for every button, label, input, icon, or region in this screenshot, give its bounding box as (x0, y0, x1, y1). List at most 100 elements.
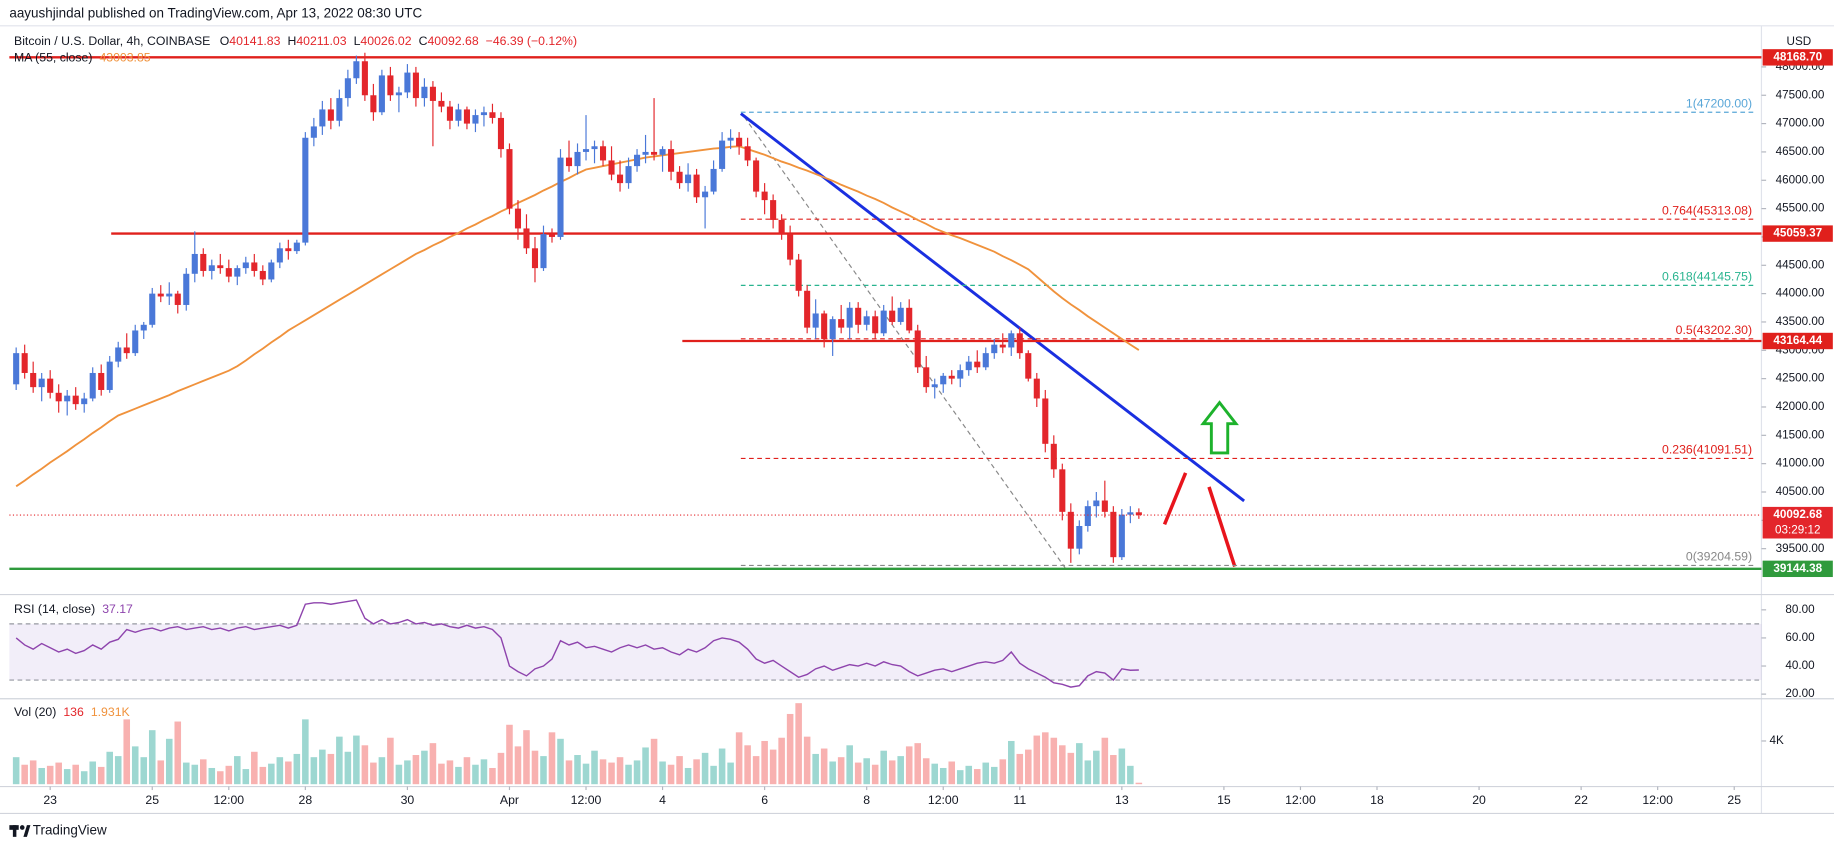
volume-bar (582, 763, 590, 785)
volume-bar (21, 764, 28, 785)
y-tick-label: 46000.00 (1776, 173, 1825, 186)
level-label-box (1762, 332, 1833, 350)
candle-body (30, 372, 37, 388)
candle-body (770, 200, 777, 220)
y-tick-label: 41500.00 (1776, 428, 1825, 441)
volume-bar (251, 751, 258, 785)
candle-body (429, 86, 436, 101)
candle-body (225, 268, 232, 277)
candle-body (821, 313, 828, 339)
fib-label: 0(39204.59) (1686, 549, 1752, 563)
candle-body (880, 310, 887, 334)
candle-body (1076, 526, 1083, 549)
candle-body (557, 157, 564, 237)
candle-body (940, 375, 947, 385)
candle-body (999, 344, 1006, 348)
volume-bar (344, 751, 352, 785)
ohlc-value: 40211.03 (296, 34, 346, 48)
brand-logo (9, 825, 31, 837)
volume-bar (140, 757, 148, 785)
volume-bar (854, 762, 862, 785)
logo-shape (23, 825, 31, 837)
candle-body (200, 253, 207, 271)
candle-body (1101, 500, 1108, 512)
volume-bar (276, 757, 284, 785)
candle-body (863, 316, 870, 325)
candle-body (855, 307, 862, 325)
volume-bar (1007, 740, 1015, 785)
volume-bar (497, 752, 505, 785)
candle-body (191, 253, 198, 274)
candle-body (676, 171, 683, 184)
volume-bar (1025, 749, 1032, 785)
volume-bar (131, 746, 139, 785)
x-tick-label: 12:00 (1285, 793, 1316, 807)
path-up (1162, 472, 1188, 526)
volume-value: 136 (63, 705, 84, 719)
volume-bar (268, 763, 275, 785)
rsi-tick-label: 20.00 (1785, 687, 1815, 700)
volume-bar (63, 769, 71, 785)
candle-body (565, 157, 573, 167)
candle-body (387, 75, 394, 96)
path-down (1207, 486, 1237, 568)
volume-bar (1127, 765, 1134, 785)
candle-body (268, 262, 275, 280)
ohlc-prefix: L (354, 34, 361, 48)
candle-body (1042, 398, 1049, 444)
candle-body (412, 72, 419, 99)
rsi-tick-label: 40.00 (1785, 659, 1815, 672)
volume-bar (778, 737, 785, 785)
candle-body (804, 290, 811, 328)
candle-body (455, 109, 462, 121)
volume-bar (1016, 753, 1024, 785)
volume-bar (999, 759, 1007, 785)
candle-body (115, 347, 122, 362)
candle-body (1016, 333, 1023, 354)
y-tick-label: 44000.00 (1776, 287, 1825, 300)
volume-bar (438, 763, 445, 785)
volume-bar (514, 746, 522, 785)
candle-body (659, 149, 666, 155)
volume-bar (259, 766, 267, 785)
fib-label: 1(47200.00) (1686, 96, 1752, 110)
published-note: aayushjindal published on TradingView.co… (9, 6, 422, 21)
candle-body (285, 248, 292, 252)
candle-body (948, 375, 955, 379)
fib-diagonal (743, 116, 1066, 569)
x-tick-label: 28 (299, 793, 313, 807)
volume-bar (769, 749, 777, 785)
logo-shape (19, 825, 25, 830)
volume-ma-value: 1.931K (91, 705, 131, 719)
volume-bar (148, 730, 156, 785)
volume-bar (557, 738, 564, 785)
volume-bar (1118, 748, 1126, 785)
volume-bar (1110, 755, 1117, 785)
candle-body (829, 319, 836, 339)
volume-bar (676, 756, 683, 785)
candle-body (463, 109, 470, 124)
candle-body (489, 112, 496, 118)
candle-body (616, 174, 624, 184)
candle-body (480, 112, 487, 116)
candle-body (753, 160, 760, 192)
candle-body (651, 151, 658, 155)
brand: TradingView (33, 823, 107, 838)
volume-bar (1050, 737, 1058, 785)
volume-bar (1101, 737, 1109, 785)
candle-body (344, 78, 351, 99)
volume-bar (990, 766, 998, 785)
volume-bar (12, 757, 20, 785)
candle-body (1084, 506, 1091, 527)
ma-legend: MA (55, close) 43003.85 (14, 51, 151, 65)
volume-bar (659, 761, 666, 785)
volume-bar (880, 750, 887, 785)
volume-bar (710, 765, 717, 785)
candle-body (336, 98, 343, 121)
volume-bar (46, 765, 54, 785)
currency: USD (1787, 35, 1812, 48)
volume-bar (463, 757, 471, 785)
volume-bar (540, 756, 547, 785)
